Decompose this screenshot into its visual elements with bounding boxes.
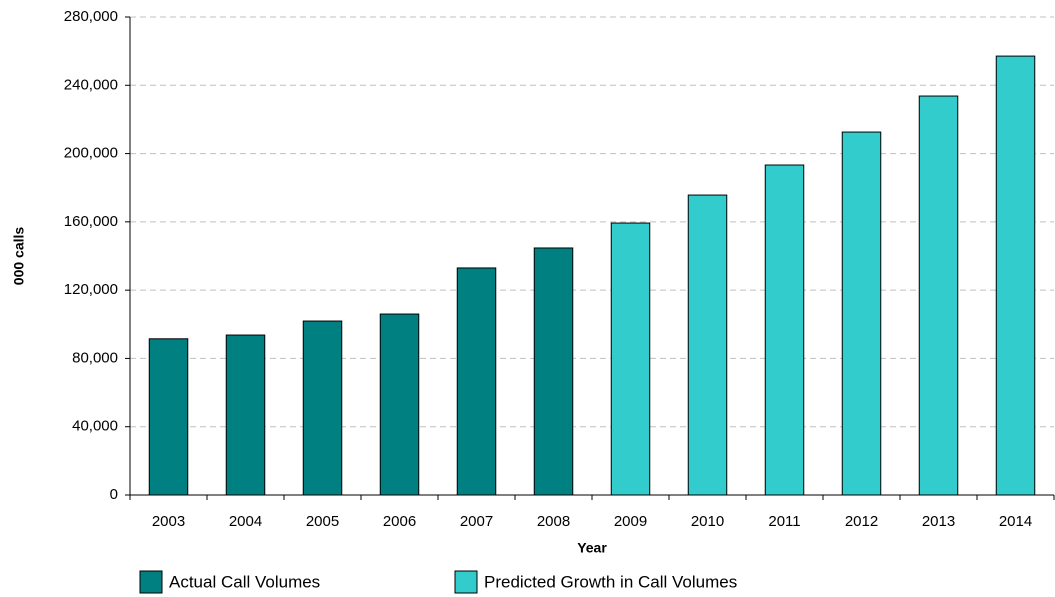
x-tick-label: 2014 <box>999 513 1032 530</box>
x-tick-label: 2004 <box>229 513 262 530</box>
bar <box>610 222 651 496</box>
x-tick-label: 2005 <box>306 513 339 530</box>
y-axis-title: 000 calls <box>11 227 27 286</box>
x-tick-label: 2008 <box>537 513 570 530</box>
bar <box>764 164 805 496</box>
bar <box>302 320 343 496</box>
x-tick-label: 2013 <box>922 513 955 530</box>
bar <box>148 338 189 496</box>
bar <box>225 334 266 496</box>
legend-label: Predicted Growth in Call Volumes <box>484 572 737 591</box>
x-tick-label: 2010 <box>691 513 724 530</box>
x-tick-label: 2007 <box>460 513 493 530</box>
bar <box>533 247 574 496</box>
legend-label: Actual Call Volumes <box>169 572 320 591</box>
legend-swatch <box>139 570 163 594</box>
y-tick-label: 0 <box>110 486 118 503</box>
x-tick-label: 2011 <box>768 513 800 530</box>
bar <box>995 55 1036 496</box>
x-tick-label: 2009 <box>614 513 647 530</box>
y-tick-label: 40,000 <box>72 418 118 435</box>
bar <box>379 313 420 496</box>
y-tick-label: 200,000 <box>64 145 118 162</box>
bar <box>687 194 728 496</box>
y-tick-label: 160,000 <box>64 213 118 230</box>
x-tick-label: 2006 <box>383 513 416 530</box>
y-tick-label: 280,000 <box>64 8 118 25</box>
x-tick-label: 2003 <box>152 513 185 530</box>
bar <box>456 267 497 496</box>
x-axis-title: Year <box>577 540 607 556</box>
bar <box>918 95 959 496</box>
y-tick-label: 240,000 <box>64 76 118 93</box>
y-tick-label: 120,000 <box>64 281 118 298</box>
legend-swatch <box>454 570 478 594</box>
bar <box>841 131 882 496</box>
x-tick-label: 2012 <box>845 513 878 530</box>
y-tick-label: 80,000 <box>72 349 118 366</box>
